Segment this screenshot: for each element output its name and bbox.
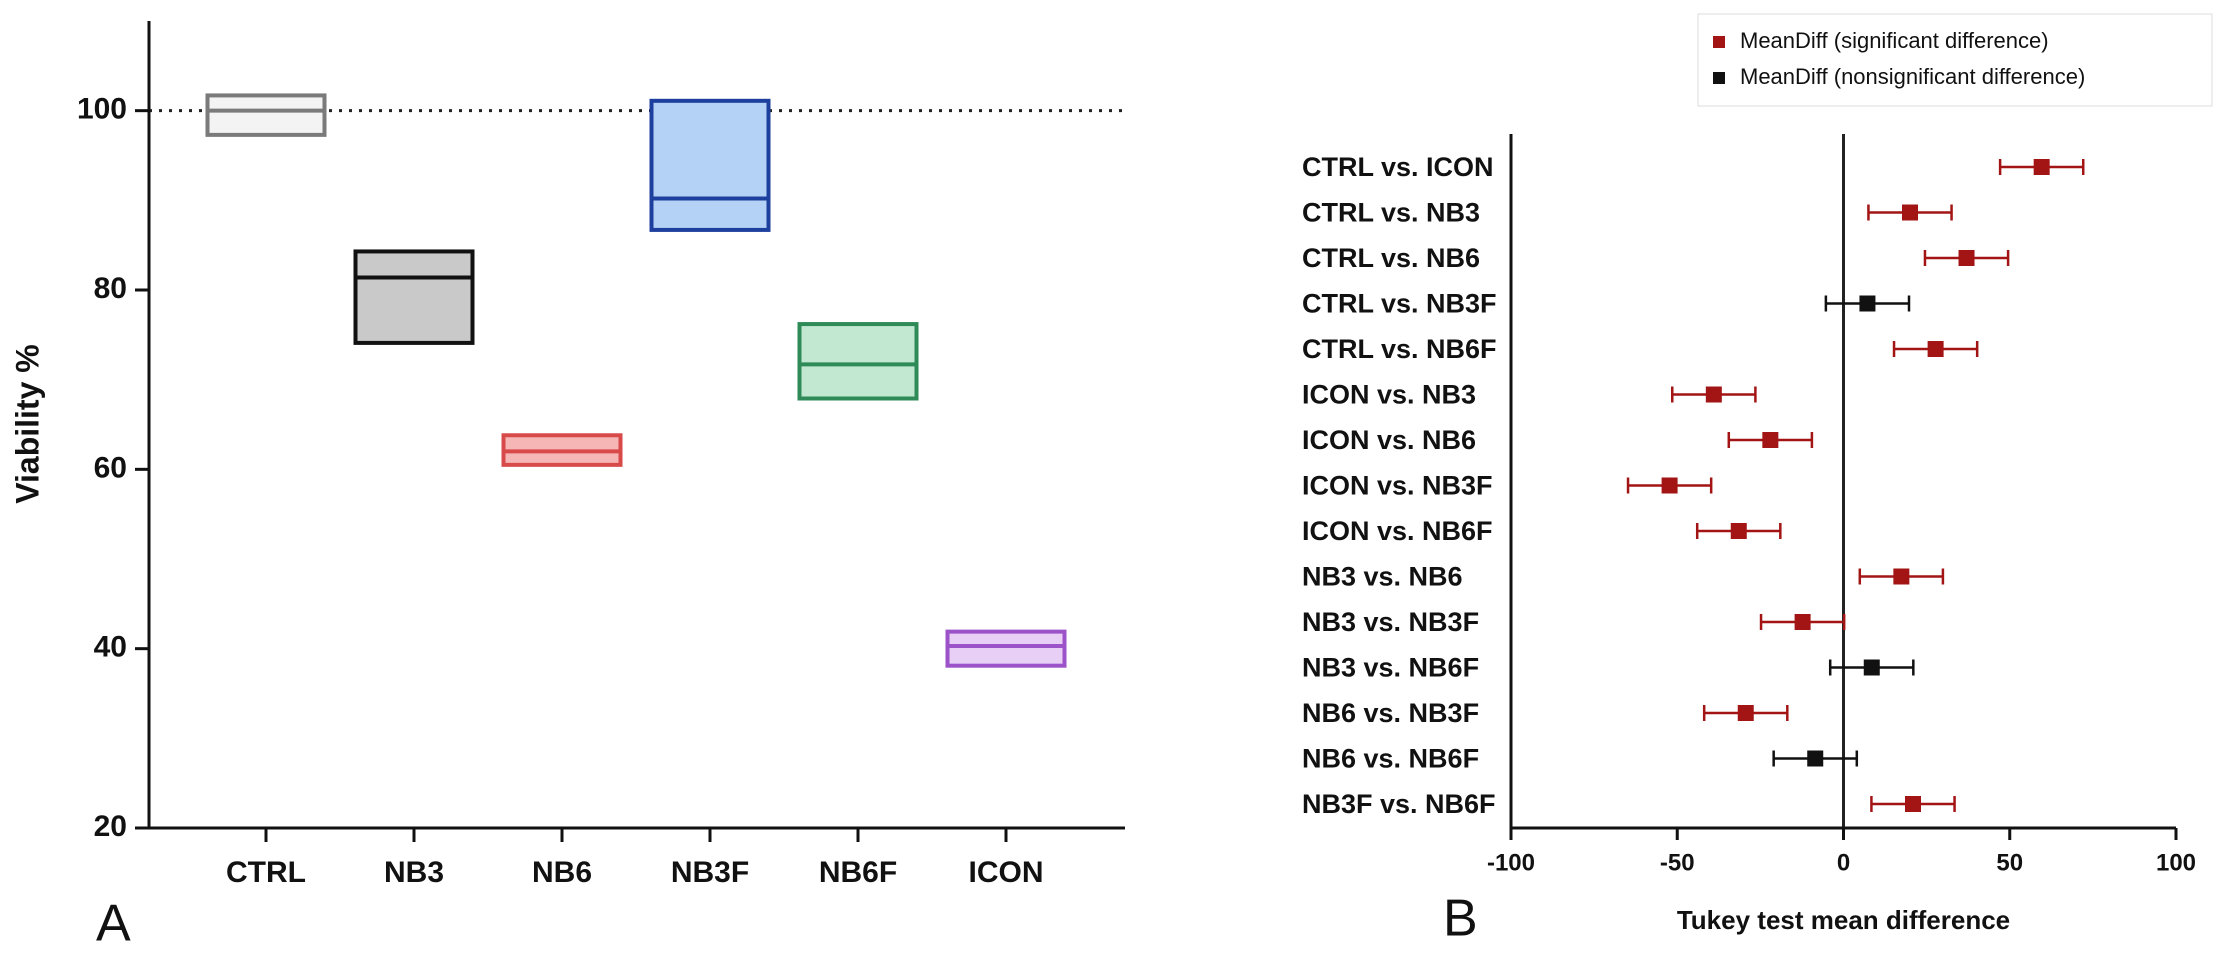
x-tick-label: ICON [969,856,1044,889]
point [1737,705,1754,721]
y-tick-label: 80 [94,272,127,305]
point [1762,432,1779,448]
y-tick-label: 20 [94,810,127,843]
x-tick-label: NB3F [671,856,749,889]
x-tick-label: 100 [2156,849,2196,876]
row-label: CTRL vs. NB3 [1302,198,1480,228]
row-label: NB3 vs. NB3F [1302,607,1479,637]
panel-label: A [96,895,131,953]
range-box [797,322,919,401]
x-tick-label: NB6 [532,856,592,889]
point [1730,523,1747,539]
legend-marker [1713,36,1725,48]
legend-label: MeanDiff (significant difference) [1740,28,2049,53]
row-label: NB3F vs. NB6F [1302,789,1496,819]
y-tick-label: 40 [94,631,127,664]
range-box [945,629,1067,668]
x-tick-label: NB3 [384,856,444,889]
x-tick-label: CTRL [226,856,306,889]
row-label: NB3 vs. NB6 [1302,562,1463,592]
legend-marker [1713,72,1725,84]
range-box [353,249,475,345]
y-tick-label: 100 [77,93,127,126]
legend-box [1697,13,2213,107]
x-tick-label: NB6F [819,856,897,889]
point [1927,341,1944,357]
point [1794,614,1811,630]
row-label: NB6 vs. NB6F [1302,744,1479,774]
y-axis-label: Viability % [9,344,45,503]
x-tick-label: -100 [1487,849,1535,876]
point [1807,750,1824,767]
legend-label: MeanDiff (nonsignificant difference) [1740,64,2085,89]
row-label: CTRL vs. NB6F [1302,334,1497,364]
point [2033,159,2050,175]
panel-label: B [1443,890,1478,948]
point [1863,659,1880,676]
x-tick-label: 50 [1996,849,2023,876]
x-tick-label: -50 [1660,849,1695,876]
row-label: NB6 vs. NB3F [1302,698,1479,728]
point [1859,295,1876,312]
row-label: NB3 vs. NB6F [1302,653,1479,683]
range-box [205,93,327,137]
x-tick-label: 0 [1837,849,1850,876]
point [1661,477,1678,494]
point [1904,796,1921,812]
y-tick-label: 60 [94,451,127,484]
row-label: ICON vs. NB3 [1302,380,1476,410]
row-label: CTRL vs. NB3F [1302,289,1497,319]
row-label: ICON vs. NB3F [1302,471,1493,501]
x-axis-label: Tukey test mean difference [1677,905,2010,935]
row-label: ICON vs. NB6 [1302,425,1476,455]
row-label: CTRL vs. NB6 [1302,243,1480,273]
row-label: CTRL vs. ICON [1302,152,1494,182]
range-box [649,98,771,232]
point [1902,204,1918,221]
row-label: ICON vs. NB6F [1302,516,1493,546]
point [1893,568,1910,585]
point [1958,250,1975,266]
point [1705,386,1722,403]
